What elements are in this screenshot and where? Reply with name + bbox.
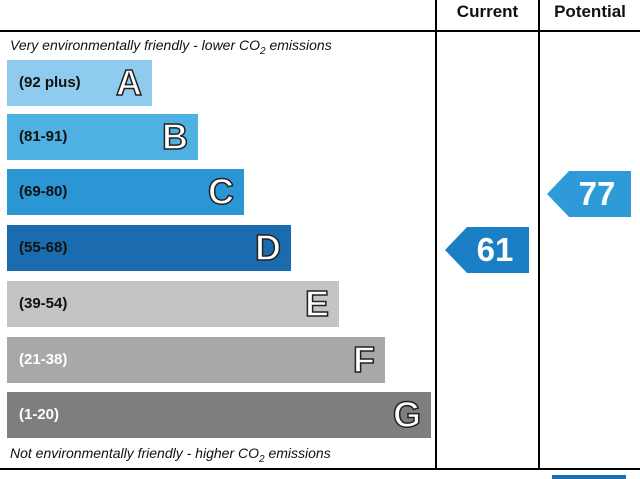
bottom-note-suffix: emissions xyxy=(264,445,331,461)
potential-header: Potential xyxy=(554,2,626,21)
rating-range-label: (69-80) xyxy=(19,183,68,200)
rating-letter: E xyxy=(304,282,330,325)
rating-range-label: (39-54) xyxy=(19,295,68,312)
divider-left-current xyxy=(435,0,437,470)
rating-value: 77 xyxy=(578,175,616,212)
arrow-polygon xyxy=(445,227,529,273)
rating-bar-d: (55-68) D xyxy=(7,225,291,271)
rating-range-label: (81-91) xyxy=(19,128,68,145)
top-note-o: O xyxy=(249,37,261,53)
rating-range-label: (21-38) xyxy=(19,351,68,368)
current-header: Current xyxy=(456,2,519,21)
top-note-prefix: Very environmentally friendly - lower C xyxy=(10,37,250,53)
rating-letter: A xyxy=(115,61,143,104)
top-note-sub: 2 xyxy=(260,45,266,57)
arrow-shape xyxy=(445,227,529,273)
bottom-rule xyxy=(0,468,640,470)
rating-letter: B xyxy=(161,115,189,158)
arrow-shape xyxy=(547,171,631,217)
rating-range-label: (55-68) xyxy=(19,239,68,256)
rating-letter: C xyxy=(207,170,235,213)
bottom-note-sub: 2 xyxy=(259,453,265,465)
rating-letter: D xyxy=(254,226,282,269)
current-rating-arrow: 61 xyxy=(445,227,529,273)
divider-current-potential xyxy=(538,0,540,470)
potential-rating-arrow: 77 xyxy=(547,171,631,217)
rating-bar-e: (39-54) E xyxy=(7,281,339,327)
rating-bar-f: (21-38) F xyxy=(7,337,385,383)
bottom-note: Not environmentally friendly - higher CO… xyxy=(10,445,331,465)
bottom-note-o: O xyxy=(248,445,259,461)
rating-bar-g: (1-20) G xyxy=(7,392,431,438)
rating-range-label: (1-20) xyxy=(19,406,60,423)
rating-bar-b: (81-91) B xyxy=(7,114,198,160)
rating-letter: F xyxy=(352,338,376,381)
arrow-polygon xyxy=(547,171,631,217)
rating-value: 61 xyxy=(476,231,514,268)
next-section-tab xyxy=(552,475,626,479)
rating-letter: G xyxy=(392,393,422,436)
bottom-note-prefix: Not environmentally friendly - higher C xyxy=(10,445,249,461)
top-note-suffix: emissions xyxy=(265,37,332,53)
rating-bar-c: (69-80) C xyxy=(7,169,244,215)
rating-bar-a: (92 plus) A xyxy=(7,60,152,106)
header-rule xyxy=(0,30,640,32)
rating-range-label: (92 plus) xyxy=(19,74,81,91)
top-note: Very environmentally friendly - lower CO… xyxy=(10,37,332,57)
